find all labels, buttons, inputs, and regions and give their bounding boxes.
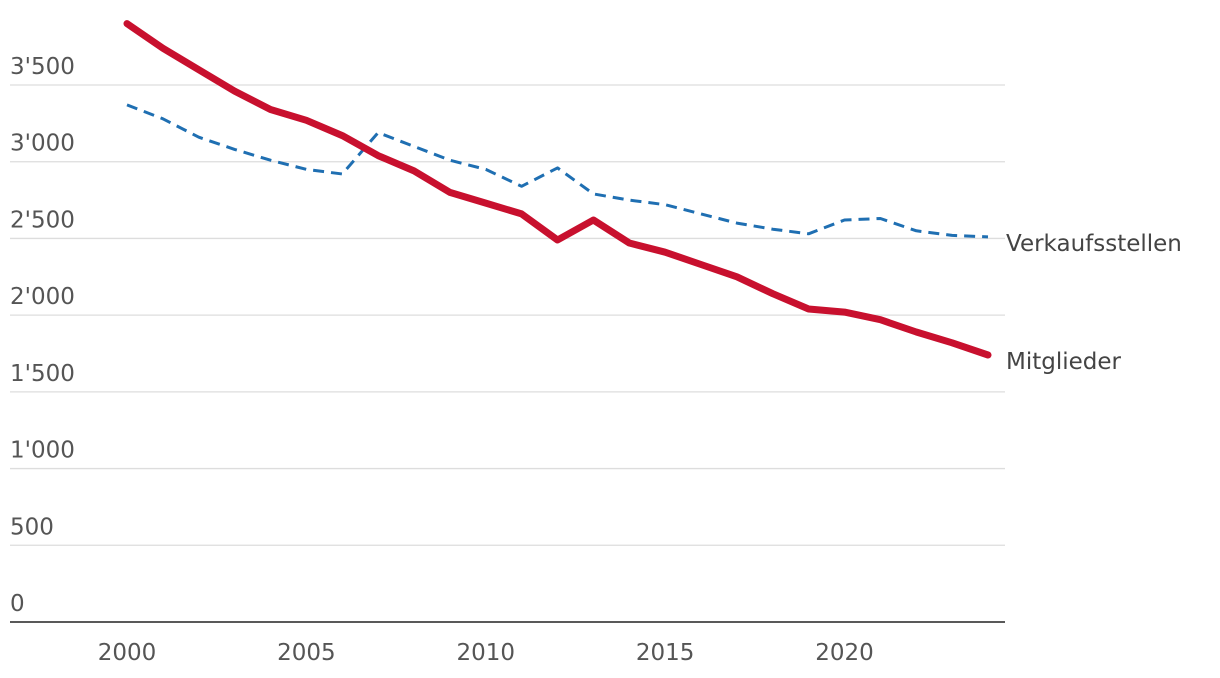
x-tick-label: 2015 <box>636 640 695 666</box>
x-tick-label: 2020 <box>815 640 874 666</box>
series-label-verkaufsstellen: Verkaufsstellen <box>1006 231 1182 257</box>
y-tick-label: 2'000 <box>10 284 75 310</box>
series-line-verkaufsstellen <box>126 103 989 239</box>
series-label-mitglieder: Mitglieder <box>1006 349 1122 375</box>
series-line-mitglieder <box>123 20 992 359</box>
y-axis-tick-labels: 0 500 1'000 1'500 2'000 2'500 3'000 3'500 <box>10 54 75 617</box>
x-tick-label: 2000 <box>98 640 157 666</box>
x-tick-label: 2010 <box>456 640 515 666</box>
y-tick-label: 2'500 <box>10 207 75 233</box>
x-axis-tick-labels: 2000 2005 2010 2015 2020 <box>98 640 874 666</box>
y-tick-label: 3'500 <box>10 54 75 80</box>
gridlines <box>10 84 1005 546</box>
series-lines <box>123 20 992 359</box>
y-tick-label: 0 <box>10 591 25 617</box>
x-tick-label: 2005 <box>277 640 336 666</box>
y-tick-label: 3'000 <box>10 131 75 157</box>
series-end-labels: Verkaufsstellen Mitglieder <box>1006 231 1182 375</box>
y-tick-label: 1'500 <box>10 361 75 387</box>
y-tick-label: 500 <box>10 514 54 540</box>
y-tick-label: 1'000 <box>10 438 75 464</box>
